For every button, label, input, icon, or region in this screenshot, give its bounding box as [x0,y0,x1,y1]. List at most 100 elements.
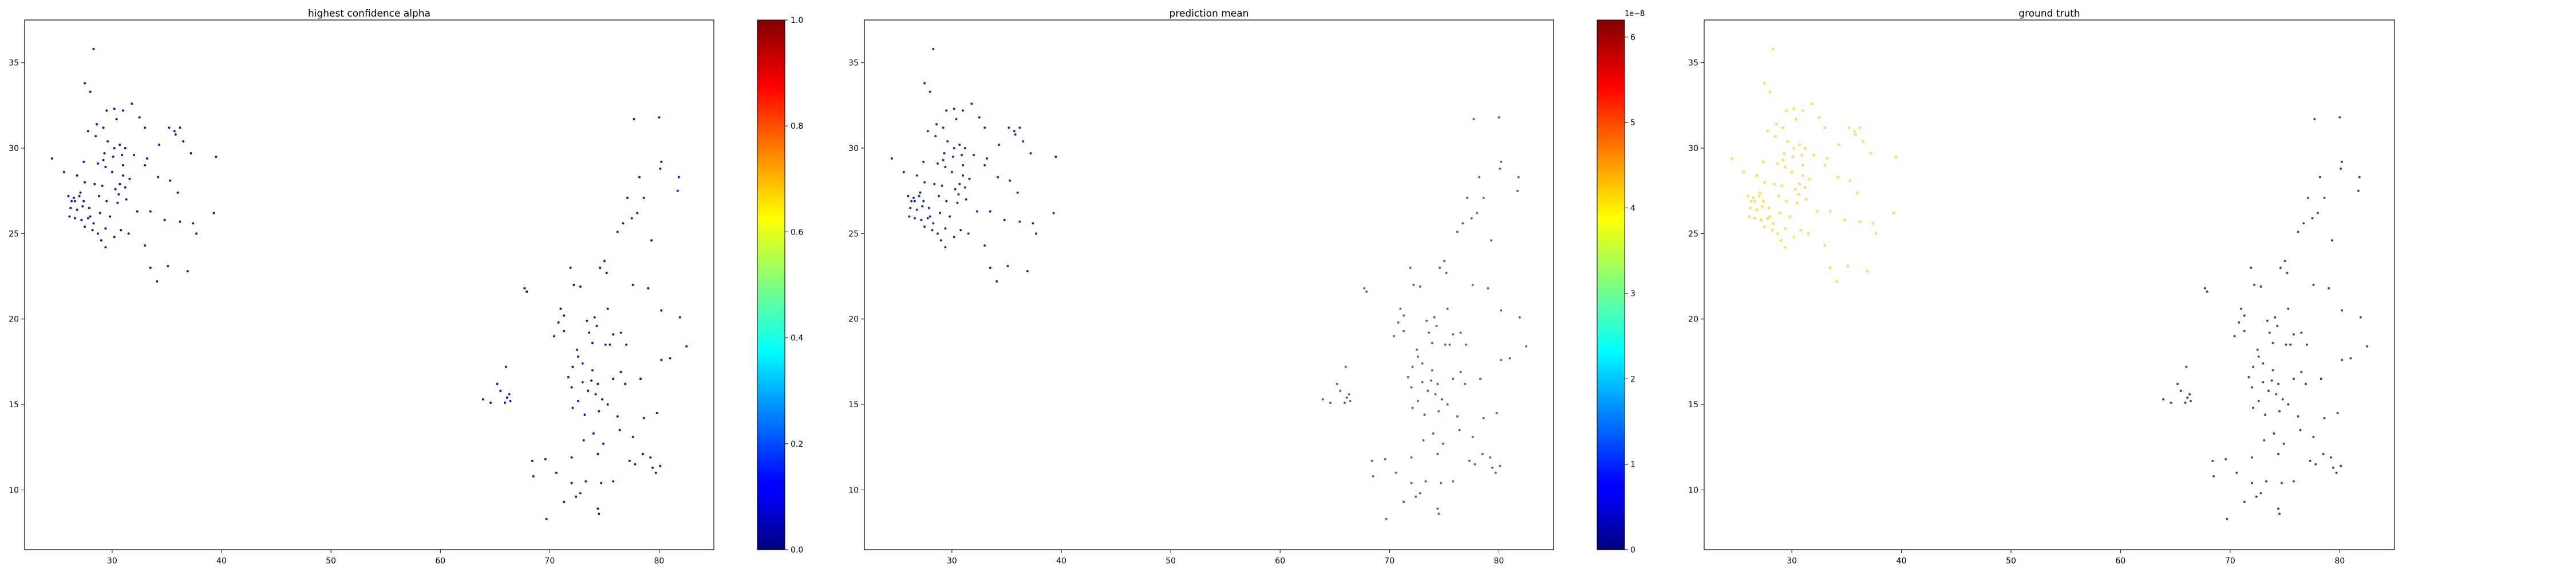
scatter-point [626,196,629,199]
scatter-point [2300,331,2303,334]
scatter-point [98,194,100,197]
scatter-point [156,280,159,283]
scatter-point [1431,341,1433,344]
scatter-point [1468,459,1471,462]
scatter-point [941,184,943,187]
scatter-point [2330,239,2333,242]
scatter-point [922,200,925,202]
scatter-point [1792,146,1796,150]
scatter-point [586,319,588,322]
scatter-point [1402,314,1405,317]
x-axis-ticks: 30 40 50 60 70 80 [1787,550,2345,566]
scatter-point [956,201,959,204]
scatter-point [2335,471,2338,474]
scatter-point [1804,198,1808,201]
scatter-point [944,165,947,168]
scatter-point [1442,442,1444,445]
scatter-point [1437,513,1440,515]
scatter-point [68,215,71,218]
scatter-point [120,229,123,232]
scatter-point [112,156,114,158]
scatter-point [179,126,181,129]
scatter-point [931,229,934,232]
scatter-point [1441,398,1444,401]
scatter-point [598,513,600,515]
scatter-point [1372,475,1374,478]
scatter-point [563,329,566,332]
scatter-point [73,196,75,199]
scatter-point [961,154,963,156]
scatter-point [978,116,981,119]
scatter-point [1759,218,1763,222]
scatter-point [1436,452,1439,455]
scatter-point [1848,179,1852,182]
scatter-point [2256,348,2259,351]
scatter-point [937,232,939,235]
scatter-point [606,403,609,406]
scatter-point [950,170,953,173]
scatter-point [628,459,631,462]
scatter-point [1803,186,1807,189]
x-tick-label: 70 [1384,557,1394,566]
scatter-point [957,193,960,196]
scatter-point [1518,316,1521,319]
scatter-point [1445,272,1448,275]
scatter-point [2340,167,2342,170]
panel-title: highest confidence alpha [308,8,430,19]
panel-ground-truth: ground truth 30 40 50 60 70 80 10 15 20 25 30 35 [1688,8,2395,566]
scatter-point [1006,265,1009,268]
scatter-point [73,217,76,220]
y-tick-label: 20 [9,315,19,324]
scatter-point [1779,239,1783,242]
scatter-point [1424,480,1427,483]
scatter-point [943,152,946,154]
scatter-point [2275,393,2278,396]
scatter-point [1755,174,1759,177]
scatter-point [1008,126,1010,129]
scatter-point [570,456,573,459]
y-tick-label: 20 [848,315,859,324]
scatter-point [2349,357,2352,360]
scatter-point [76,174,78,177]
scatter-point [128,177,131,180]
scatter-point [1410,386,1413,389]
y-tick-label: 35 [1688,59,1698,68]
scatter-point [919,191,922,194]
scatter-point [1499,167,1502,170]
scatter-point [1456,415,1459,418]
scatter-point [625,343,628,346]
scatter-point [938,212,941,214]
scatter-point [481,398,484,401]
scatter-point [167,265,169,268]
scatter-point [104,165,107,168]
scatter-point [1785,140,1789,143]
scatter-point [104,227,107,230]
scatter-point [1791,155,1795,158]
scatter-point [1808,177,1811,181]
scatter-point [949,215,951,218]
scatter-point [1032,222,1034,225]
scatter-point [2297,231,2300,233]
scatter-point [958,182,961,185]
scatter-point [93,182,96,185]
scatter-point [86,217,89,220]
scatter-point [1823,244,1827,247]
scatter-point [1500,359,1503,362]
scatter-point [953,236,955,239]
scatter-point [571,407,574,410]
scatter-point [1419,492,1421,495]
scatter-point [2330,456,2332,459]
colorbar-gradient [757,19,785,550]
scatter-point [1452,333,1455,336]
scatter-point [2273,432,2275,435]
scatter-point [136,210,139,213]
x-tick-label: 30 [107,557,117,566]
scatter-point [127,232,130,235]
scatter-point [1772,47,1775,51]
scatter-point [918,194,920,197]
scatter-point [2206,290,2208,293]
scatter-point [122,109,124,112]
scatter-point [989,210,991,213]
scatter-point [579,285,582,288]
panel-title: prediction mean [1170,8,1249,19]
